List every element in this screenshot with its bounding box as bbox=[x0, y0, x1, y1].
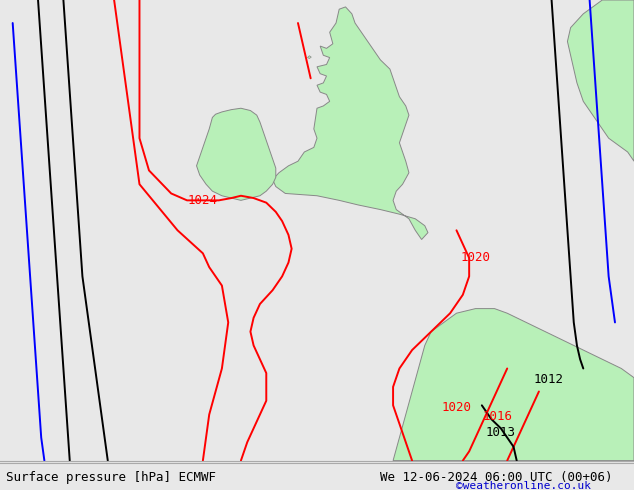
Text: 1024: 1024 bbox=[188, 194, 218, 207]
Polygon shape bbox=[273, 7, 428, 240]
Text: 1013: 1013 bbox=[486, 425, 516, 439]
Text: Surface pressure [hPa] ECMWF: Surface pressure [hPa] ECMWF bbox=[6, 471, 216, 484]
Polygon shape bbox=[307, 56, 311, 58]
Polygon shape bbox=[197, 108, 276, 200]
Text: ©weatheronline.co.uk: ©weatheronline.co.uk bbox=[456, 481, 592, 490]
Text: 1016: 1016 bbox=[482, 410, 513, 423]
Polygon shape bbox=[393, 309, 634, 461]
Text: 1020: 1020 bbox=[460, 251, 491, 265]
Text: 1020: 1020 bbox=[441, 401, 472, 414]
Text: We 12-06-2024 06:00 UTC (00+06): We 12-06-2024 06:00 UTC (00+06) bbox=[380, 471, 613, 484]
Text: 1012: 1012 bbox=[533, 373, 564, 387]
Polygon shape bbox=[567, 0, 634, 161]
